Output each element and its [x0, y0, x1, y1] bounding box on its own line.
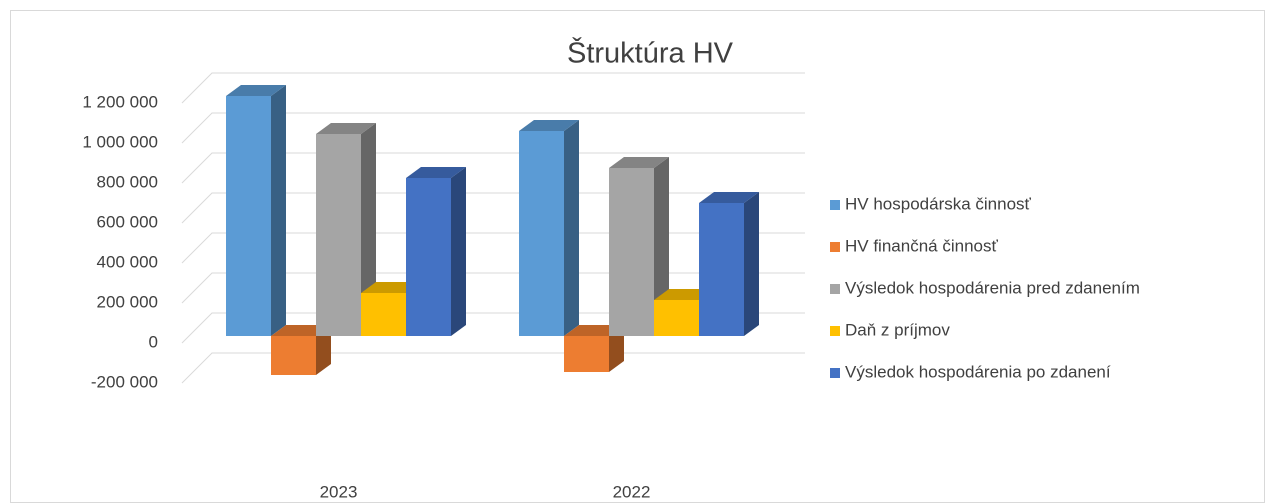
x-tick-label: 2023: [320, 482, 358, 501]
bar-top: [226, 85, 286, 96]
legend-swatch: [830, 242, 840, 252]
chart-title: Štruktúra HV: [567, 36, 734, 70]
bar-side: [744, 192, 759, 336]
legend-label: HV hospodárska činnosť: [845, 194, 1032, 213]
grid-line: [181, 272, 805, 304]
grid-line: [181, 312, 805, 344]
grid-line: [181, 192, 805, 224]
y-tick-label: -200 000: [91, 372, 158, 391]
legend-label: HV finančná činnosť: [845, 236, 998, 255]
bar-top: [316, 123, 376, 134]
y-tick-label: 0: [149, 332, 158, 351]
bar-top: [406, 167, 466, 178]
y-tick-label: 400 000: [97, 252, 158, 271]
bar-side: [316, 325, 331, 375]
y-tick-label: 200 000: [97, 292, 158, 311]
y-tick-label: 1 200 000: [82, 92, 158, 111]
grid-line: [181, 112, 805, 144]
legend-swatch: [830, 326, 840, 336]
bar-side: [451, 167, 466, 336]
legend-label: Daň z príjmov: [845, 320, 950, 339]
x-tick-label: 2022: [613, 482, 651, 501]
bar: [316, 134, 361, 336]
grid-line: [181, 72, 805, 104]
y-tick-label: 1 000 000: [82, 132, 158, 151]
grid-line: [181, 152, 805, 184]
bar: [654, 300, 699, 336]
y-tick-label: 600 000: [97, 212, 158, 231]
bar-side: [361, 123, 376, 336]
bar: [406, 178, 451, 336]
legend-swatch: [830, 200, 840, 210]
bar: [226, 96, 271, 336]
bar: [699, 203, 744, 336]
bar: [609, 168, 654, 336]
bar-top: [519, 120, 579, 131]
legend-swatch: [830, 368, 840, 378]
bar: [519, 131, 564, 336]
bar-side: [654, 157, 669, 336]
legend-label: Výsledok hospodárenia pred zdanením: [845, 278, 1140, 297]
bar-top: [699, 192, 759, 203]
bar: [271, 336, 316, 375]
bar-side: [271, 85, 286, 336]
y-tick-label: 800 000: [97, 172, 158, 191]
bar-top: [609, 157, 669, 168]
bar-side: [609, 325, 624, 372]
bar: [564, 336, 609, 372]
grid-line: [181, 232, 805, 264]
bar: [361, 293, 406, 336]
legend-label: Výsledok hospodárenia po zdanení: [845, 362, 1111, 381]
bar-side: [564, 120, 579, 336]
legend-swatch: [830, 284, 840, 294]
